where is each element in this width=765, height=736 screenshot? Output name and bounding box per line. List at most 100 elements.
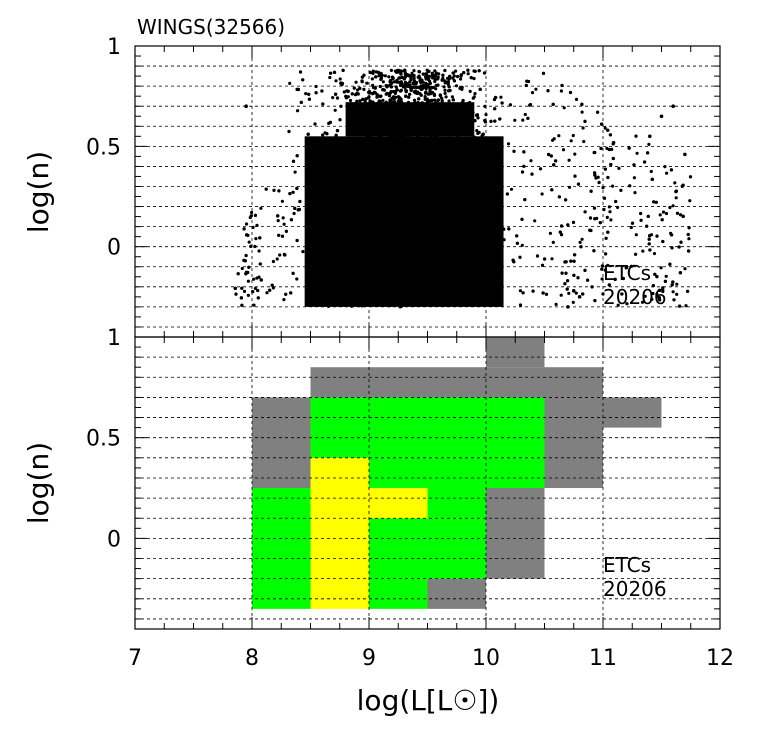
- scatter-point: [276, 214, 280, 218]
- scatter-point: [446, 80, 450, 84]
- scatter-point: [604, 236, 608, 240]
- scatter-point: [580, 102, 584, 106]
- heatmap-cell: [310, 397, 545, 458]
- scatter-point: [619, 188, 623, 192]
- scatter-point: [253, 244, 257, 249]
- scatter-point: [651, 284, 656, 288]
- scatter-point: [270, 283, 274, 287]
- scatter-point: [606, 230, 610, 234]
- scatter-point: [586, 278, 590, 282]
- scatter-point: [313, 122, 317, 126]
- scatter-point: [593, 299, 597, 303]
- scatter-point: [546, 89, 550, 93]
- scatter-point: [523, 112, 527, 117]
- scatter-point: [603, 167, 608, 171]
- scatter-point: [515, 234, 519, 238]
- top-y-axis-label: log(n): [22, 151, 55, 233]
- scatter-point: [550, 257, 554, 261]
- scatter-point: [398, 80, 402, 84]
- scatter-point: [331, 96, 335, 100]
- scatter-point: [381, 98, 385, 102]
- scatter-point: [612, 141, 616, 145]
- scatter-point: [664, 211, 669, 216]
- scatter-point: [321, 102, 325, 106]
- scatter-point: [671, 104, 675, 109]
- scatter-point: [282, 298, 286, 302]
- x-tick-label: 8: [245, 646, 259, 671]
- scatter-point: [508, 103, 512, 107]
- heatmap-cell: [427, 488, 486, 519]
- heatmap-cell: [369, 488, 428, 519]
- scatter-point: [675, 282, 679, 286]
- scatter-point: [668, 262, 672, 266]
- scatter-point: [583, 268, 587, 272]
- scatter-point: [509, 187, 514, 191]
- scatter-point: [289, 218, 293, 222]
- scatter-point: [493, 107, 497, 111]
- scatter-point: [236, 272, 240, 276]
- heatmap-cell: [369, 578, 428, 609]
- scatter-point: [655, 292, 659, 296]
- scatter-point: [399, 99, 403, 103]
- scatter-point: [307, 92, 311, 96]
- scatter-point: [459, 74, 463, 78]
- scatter-point: [560, 271, 564, 275]
- scatter-point: [412, 98, 417, 102]
- scatter-point: [404, 94, 408, 98]
- scatter-point: [348, 98, 353, 103]
- scatter-point: [616, 303, 620, 307]
- scatter-point: [563, 282, 567, 286]
- scatter-point: [379, 71, 383, 76]
- scatter-point: [686, 289, 690, 293]
- scatter-point: [655, 275, 659, 279]
- scatter-point: [295, 186, 299, 190]
- scatter-point: [607, 283, 611, 287]
- scatter-point: [430, 86, 434, 90]
- scatter-point: [652, 200, 656, 204]
- scatter-point: [544, 292, 549, 296]
- scatter-point: [379, 76, 384, 80]
- bottom-ticks: [134, 336, 721, 629]
- scatter-point: [295, 277, 299, 281]
- scatter-point: [520, 170, 525, 174]
- scatter-point: [599, 146, 603, 150]
- scatter-point: [395, 78, 399, 82]
- scatter-point: [583, 210, 587, 214]
- scatter-point: [424, 90, 428, 94]
- scatter-point: [657, 296, 662, 300]
- scatter-point: [683, 267, 687, 271]
- scatter-point: [252, 277, 256, 281]
- scatter-point: [571, 220, 576, 224]
- scatter-point: [466, 68, 470, 72]
- scatter-point: [282, 222, 286, 226]
- scatter-point: [629, 225, 633, 230]
- scatter-point: [379, 94, 383, 98]
- scatter-point: [451, 71, 455, 75]
- scatter-point: [606, 263, 610, 267]
- scatter-point: [609, 162, 613, 167]
- heatmap-cell: [427, 578, 486, 609]
- scatter-point: [240, 286, 244, 290]
- scatter-point: [280, 199, 284, 203]
- scatter-point: [578, 240, 582, 244]
- scatter-point: [385, 85, 389, 89]
- scatter-point: [293, 206, 297, 210]
- scatter-point: [258, 236, 262, 240]
- scatter-point: [674, 196, 678, 200]
- scatter-point: [253, 213, 257, 217]
- scatter-point: [306, 132, 310, 136]
- scatter-point: [374, 75, 378, 79]
- scatter-point: [561, 148, 566, 152]
- scatter-point: [283, 253, 287, 257]
- scatter-point: [352, 86, 356, 90]
- bottom-y-axis-label: log(n): [22, 442, 55, 524]
- scatter-point: [477, 130, 481, 135]
- scatter-point: [440, 99, 444, 103]
- scatter-point: [687, 249, 691, 253]
- scatter-point: [548, 231, 553, 235]
- scatter-point: [609, 218, 613, 222]
- scatter-point: [424, 81, 428, 86]
- scatter-point: [295, 154, 299, 158]
- top-annotation-class: ETCs: [603, 261, 651, 285]
- scatter-point: [632, 176, 637, 180]
